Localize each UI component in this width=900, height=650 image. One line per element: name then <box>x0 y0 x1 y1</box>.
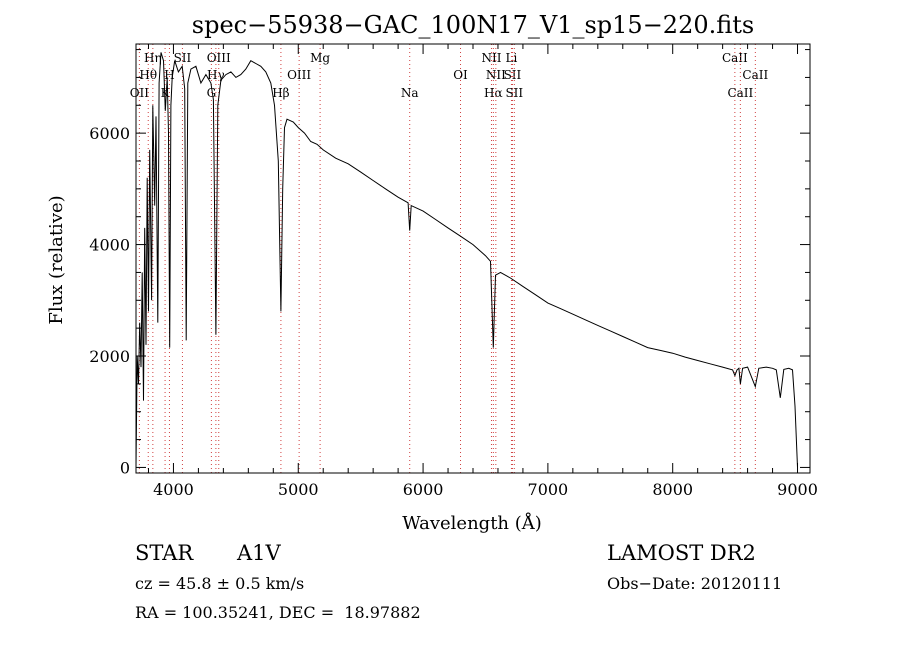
line-marker-label: NII <box>481 51 501 65</box>
line-marker-label: K <box>161 86 171 100</box>
line-marker-label: Hα <box>484 86 503 100</box>
line-marker-label: Hθ <box>139 68 157 82</box>
line-marker-label: OI <box>453 68 468 82</box>
spectrum-line <box>135 52 798 468</box>
survey-name: LAMOST DR2 <box>607 541 756 565</box>
line-marker-label: CaII <box>742 68 768 82</box>
line-marker-label: Hη <box>144 51 162 65</box>
x-tick-label: 9000 <box>777 480 818 499</box>
y-tick-label: 2000 <box>89 347 130 366</box>
line-marker-label: OIII <box>287 68 311 82</box>
x-axis-label: Wavelength (Å) <box>402 512 542 534</box>
sky-coordinates: RA = 100.35241, DEC = 18.97882 <box>135 603 421 622</box>
line-marker-label: SII <box>505 86 523 100</box>
y-tick-label: 4000 <box>89 236 130 255</box>
line-marker-label: Hβ <box>272 86 289 100</box>
line-marker-label: Na <box>401 86 419 100</box>
x-tick-label: 7000 <box>528 480 569 499</box>
line-marker-label: G <box>207 86 217 100</box>
line-markers: OIIHθHηKHSIIGHγOIIIHβOIIIMgNaOINIIHαNIIL… <box>130 44 768 473</box>
x-tick-label: 4000 <box>153 480 194 499</box>
object-class: STAR <box>135 541 194 565</box>
line-marker-label: NII <box>486 68 506 82</box>
line-marker-label: OII <box>130 86 150 100</box>
line-marker-label: CaII <box>727 86 753 100</box>
line-marker-label: H <box>164 68 174 82</box>
x-tick-label: 5000 <box>278 480 319 499</box>
chart-title: spec−55938−GAC_100N17_V1_sp15−220.fits <box>192 11 754 39</box>
x-tick-label: 6000 <box>403 480 444 499</box>
observation-date: Obs−Date: 20120111 <box>607 574 783 593</box>
plot-frame <box>135 43 811 474</box>
line-marker-label: OIII <box>207 51 231 65</box>
line-marker-label: SII <box>504 68 522 82</box>
y-axis-label: Flux (relative) <box>46 195 67 324</box>
x-tick-label: 8000 <box>652 480 693 499</box>
spectral-subclass: A1V <box>237 541 281 565</box>
axes: 4000 5000 6000 7000 8000 9000 0 2000 4000 6000 <box>89 44 818 499</box>
line-marker-label: CaII <box>722 51 748 65</box>
line-marker-label: SII <box>174 51 192 65</box>
radial-velocity: cz = 45.8 ± 0.5 km/s <box>135 574 305 593</box>
line-marker-label: Li <box>506 51 518 65</box>
y-tick-label: 0 <box>120 458 130 477</box>
line-marker-label: Mg <box>310 51 330 65</box>
line-marker-label: Hγ <box>207 68 225 82</box>
y-tick-label: 6000 <box>89 124 130 143</box>
